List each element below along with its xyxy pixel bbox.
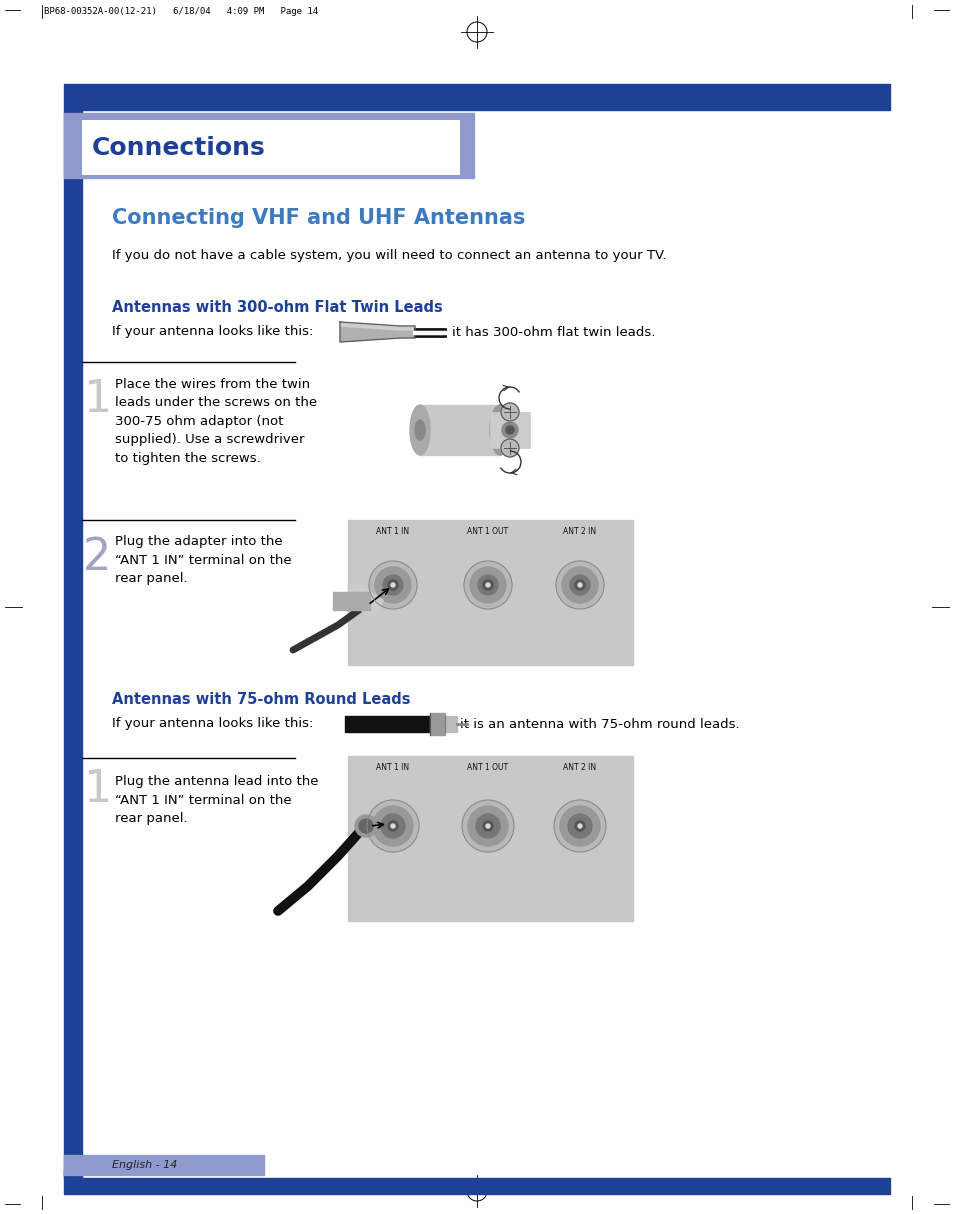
Circle shape: [391, 824, 395, 828]
Polygon shape: [339, 322, 415, 342]
Text: If your antenna looks like this:: If your antenna looks like this:: [112, 325, 313, 339]
Circle shape: [463, 561, 512, 609]
Bar: [64, 113, 474, 178]
Text: Plug the adapter into the
“ANT 1 IN” terminal on the
rear panel.: Plug the adapter into the “ANT 1 IN” ter…: [115, 535, 292, 585]
Bar: [343, 583, 383, 618]
Polygon shape: [345, 716, 430, 732]
Text: it has 300-ohm flat twin leads.: it has 300-ohm flat twin leads.: [452, 325, 655, 339]
Circle shape: [485, 583, 490, 588]
Text: 2: 2: [83, 537, 112, 579]
Bar: [64, 1170, 82, 1178]
Polygon shape: [430, 713, 444, 734]
Circle shape: [567, 815, 592, 838]
Circle shape: [477, 575, 497, 595]
Polygon shape: [339, 322, 415, 330]
Bar: [348, 520, 633, 665]
Circle shape: [505, 426, 514, 433]
Text: ANT 1 IN: ANT 1 IN: [376, 764, 409, 772]
Text: Connecting VHF and UHF Antennas: Connecting VHF and UHF Antennas: [112, 208, 525, 228]
Bar: [64, 1178, 889, 1195]
Circle shape: [369, 561, 416, 609]
Text: ANT 1 IN: ANT 1 IN: [376, 528, 409, 537]
Circle shape: [482, 821, 493, 832]
Circle shape: [388, 821, 397, 832]
Text: Antennas with 75-ohm Round Leads: Antennas with 75-ohm Round Leads: [112, 692, 410, 708]
Ellipse shape: [415, 420, 424, 439]
Ellipse shape: [410, 405, 430, 455]
Circle shape: [461, 800, 514, 852]
Circle shape: [501, 422, 517, 438]
Circle shape: [500, 403, 518, 421]
Circle shape: [569, 575, 589, 595]
Bar: [64, 1155, 264, 1175]
Circle shape: [578, 824, 581, 828]
Text: If your antenna looks like this:: If your antenna looks like this:: [112, 717, 313, 731]
Text: ANT 2 IN: ANT 2 IN: [563, 764, 596, 772]
Bar: [64, 84, 889, 110]
Text: ANT 2 IN: ANT 2 IN: [563, 528, 596, 537]
Circle shape: [485, 824, 490, 828]
Text: Connections: Connections: [91, 136, 266, 160]
Circle shape: [380, 815, 405, 838]
Circle shape: [476, 815, 499, 838]
Circle shape: [575, 821, 584, 832]
Text: Antennas with 300-ohm Flat Twin Leads: Antennas with 300-ohm Flat Twin Leads: [112, 301, 442, 316]
Circle shape: [482, 580, 493, 590]
Circle shape: [382, 575, 402, 595]
Polygon shape: [413, 331, 444, 334]
Text: it is an antenna with 75-ohm round leads.: it is an antenna with 75-ohm round leads…: [459, 717, 739, 731]
Bar: [82, 120, 459, 175]
Circle shape: [358, 819, 373, 833]
Circle shape: [373, 806, 413, 846]
Circle shape: [561, 567, 598, 603]
Circle shape: [556, 561, 603, 609]
Text: Place the wires from the twin
leads under the screws on the
300-75 ohm adaptor (: Place the wires from the twin leads unde…: [115, 378, 316, 465]
Circle shape: [578, 583, 581, 588]
Polygon shape: [444, 716, 456, 732]
Bar: [64, 110, 82, 1178]
Circle shape: [575, 580, 584, 590]
Circle shape: [391, 583, 395, 588]
Circle shape: [367, 800, 418, 852]
Bar: [348, 756, 633, 921]
Text: ANT 1 OUT: ANT 1 OUT: [467, 528, 508, 537]
Text: 1: 1: [83, 379, 112, 421]
Text: ANT 1 OUT: ANT 1 OUT: [467, 764, 508, 772]
Text: 1: 1: [83, 768, 112, 811]
Text: BP68-00352A-00(12-21)   6/18/04   4:09 PM   Page 14: BP68-00352A-00(12-21) 6/18/04 4:09 PM Pa…: [44, 6, 317, 16]
Text: English - 14: English - 14: [112, 1161, 177, 1170]
Circle shape: [470, 567, 505, 603]
Circle shape: [554, 800, 605, 852]
Circle shape: [355, 815, 376, 836]
Circle shape: [500, 439, 518, 456]
Circle shape: [388, 580, 397, 590]
Ellipse shape: [490, 405, 510, 455]
Circle shape: [468, 806, 507, 846]
Circle shape: [375, 567, 411, 603]
Bar: [419, 405, 499, 455]
Text: If you do not have a cable system, you will need to connect an antenna to your T: If you do not have a cable system, you w…: [112, 250, 666, 262]
Bar: [490, 412, 530, 448]
Polygon shape: [333, 592, 370, 609]
Text: Plug the antenna lead into the
“ANT 1 IN” terminal on the
rear panel.: Plug the antenna lead into the “ANT 1 IN…: [115, 775, 318, 826]
Circle shape: [559, 806, 599, 846]
